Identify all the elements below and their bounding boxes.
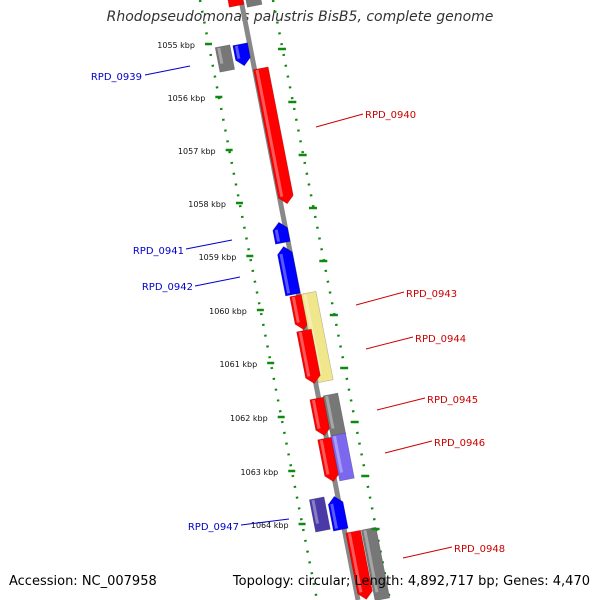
label-leader-line [315, 113, 364, 128]
gene-arrow[interactable] [243, 0, 263, 8]
map-title: Rhodopseudomonas palustris BisB5, comple… [106, 9, 494, 25]
tick-label: 1058 kbp [188, 200, 226, 209]
gene-arrow[interactable] [214, 44, 236, 73]
gene-arrow[interactable] [253, 66, 294, 205]
tick-label: 1057 kbp [178, 147, 216, 156]
tick-label: 1062 kbp [230, 414, 268, 423]
gene-label[interactable]: RPD_0946 [434, 438, 485, 449]
tick-label: 1056 kbp [168, 94, 206, 103]
gene-arrow[interactable] [225, 0, 245, 8]
tick-label: 1063 kbp [241, 468, 279, 477]
label-leader-line [402, 546, 453, 559]
gene-label[interactable]: RPD_0942 [142, 282, 193, 293]
gene-label[interactable]: RPD_0941 [133, 246, 184, 257]
label-leader-line [376, 397, 426, 411]
gene-arrow[interactable] [296, 328, 322, 385]
accession-text: Accession: NC_007958 [9, 574, 157, 589]
gene-arrow[interactable] [308, 496, 331, 533]
label-leader-line [144, 65, 191, 76]
gene-arrow[interactable] [232, 42, 252, 67]
label-leader-line [365, 336, 414, 350]
tick-label: 1059 kbp [199, 253, 237, 262]
label-leader-line [185, 239, 233, 250]
tick-label: 1060 kbp [209, 307, 247, 316]
gene-label[interactable]: RPD_0940 [365, 110, 416, 121]
tick-label: 1064 kbp [251, 521, 289, 530]
tick-label: 1055 kbp [157, 41, 195, 50]
tick-label: 1061 kbp [219, 360, 257, 369]
gene-label[interactable]: RPD_0948 [454, 544, 505, 555]
gene-arrow[interactable] [360, 526, 391, 600]
label-leader-line [355, 291, 405, 306]
gene-label[interactable]: RPD_0944 [415, 334, 466, 345]
label-leader-line [240, 518, 290, 526]
gene-arrow[interactable] [345, 529, 374, 600]
gene-label[interactable]: RPD_0943 [406, 289, 457, 300]
gene-features [214, 0, 391, 600]
gene-labels: RPD_0939 RPD_0940 RPD_0941 RPD_0942 RPD_0943… [91, 65, 505, 559]
gene-label[interactable]: RPD_0947 [188, 522, 239, 533]
gene-arrow[interactable] [271, 221, 291, 245]
label-leader-line [384, 440, 433, 454]
label-leader-line [194, 276, 241, 287]
gene-arrow[interactable] [327, 495, 349, 532]
gene-arrow[interactable] [276, 245, 301, 297]
topology-text: Topology: circular; Length: 4,892,717 bp… [232, 574, 590, 589]
gene-label[interactable]: RPD_0945 [427, 395, 478, 406]
scale-ticks: 1055 kbp 1056 kbp 1057 kbp 1058 kbp 1059 kbp… [157, 41, 380, 531]
gene-label[interactable]: RPD_0939 [91, 72, 142, 83]
gene-arrow[interactable] [330, 432, 355, 482]
